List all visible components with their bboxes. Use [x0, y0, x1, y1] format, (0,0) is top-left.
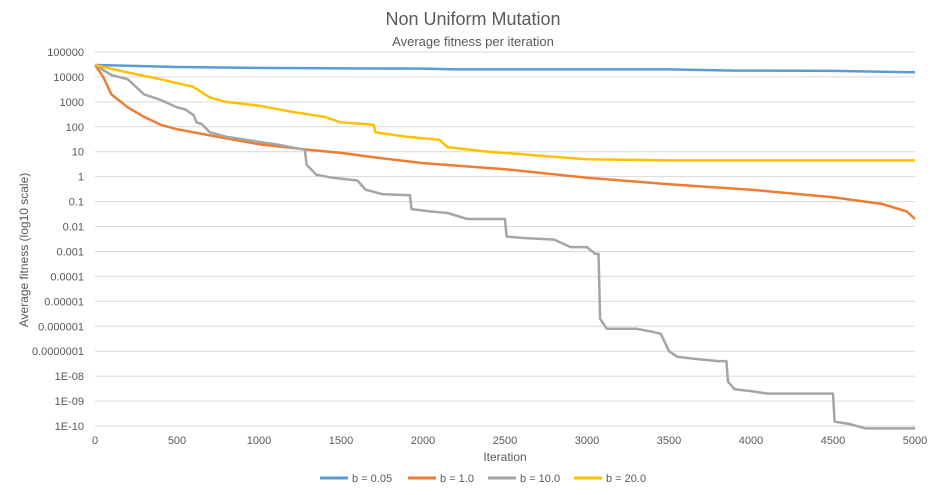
- y-axis-title: Average fitness (log10 scale): [17, 173, 31, 328]
- y-axis-tick-labels: 100000 10000 1000 100 10 1 0.1 0.01 0.001 0.0001 0…: [32, 47, 84, 433]
- y-tick-label: 0.01: [63, 222, 84, 234]
- series-line-0: [94, 63, 916, 74]
- chart-title: Non Uniform Mutation: [385, 9, 560, 29]
- y-tick-label: 1E-08: [55, 371, 84, 383]
- y-tick-label: 1E-10: [55, 421, 84, 433]
- y-tick-label: 10000: [53, 72, 84, 84]
- series-line-3: [94, 63, 915, 162]
- x-axis-tick-labels: 0 500 1000 1500 2000 2500 3000 3500 4000 4500 5000: [92, 435, 927, 447]
- series-line-2: [94, 63, 915, 430]
- legend: b = 0.05 b = 1.0 b = 10.0 b = 20.0: [320, 473, 646, 485]
- y-tick-label: 10: [72, 147, 84, 159]
- legend-label: b = 1.0: [440, 473, 474, 485]
- x-tick-label: 4500: [821, 435, 845, 447]
- y-tick-label: 0.00001: [44, 296, 84, 308]
- y-tick-label: 100: [66, 122, 84, 134]
- x-tick-label: 4000: [739, 435, 763, 447]
- x-tick-label: 2000: [411, 435, 435, 447]
- legend-label: b = 0.05: [352, 473, 392, 485]
- x-tick-label: 3000: [575, 435, 599, 447]
- y-tick-label: 0.000001: [38, 321, 84, 333]
- series-line-1: [93, 64, 916, 220]
- x-tick-label: 0: [92, 435, 98, 447]
- y-tick-label: 0.1: [69, 197, 84, 209]
- y-tick-label: 0.001: [56, 246, 84, 258]
- y-tick-label: 0.0001: [50, 271, 84, 283]
- x-tick-label: 1500: [329, 435, 353, 447]
- x-tick-label: 3500: [657, 435, 681, 447]
- y-tick-label: 1000: [60, 97, 84, 109]
- x-tick-label: 500: [168, 435, 186, 447]
- legend-label: b = 10.0: [520, 473, 560, 485]
- y-tick-label: 1: [78, 172, 84, 184]
- series-lines: [93, 63, 916, 430]
- chart-subtitle: Average fitness per iteration: [392, 34, 554, 49]
- y-tick-label: 1E-09: [55, 396, 84, 408]
- x-tick-label: 1000: [247, 435, 271, 447]
- x-axis-title: Iteration: [483, 450, 526, 464]
- y-tick-label: 0.0000001: [32, 346, 84, 358]
- gridlines: [95, 51, 915, 427]
- y-tick-label: 100000: [47, 47, 84, 59]
- x-tick-label: 2500: [493, 435, 517, 447]
- legend-label: b = 20.0: [606, 473, 646, 485]
- x-tick-label: 5000: [903, 435, 927, 447]
